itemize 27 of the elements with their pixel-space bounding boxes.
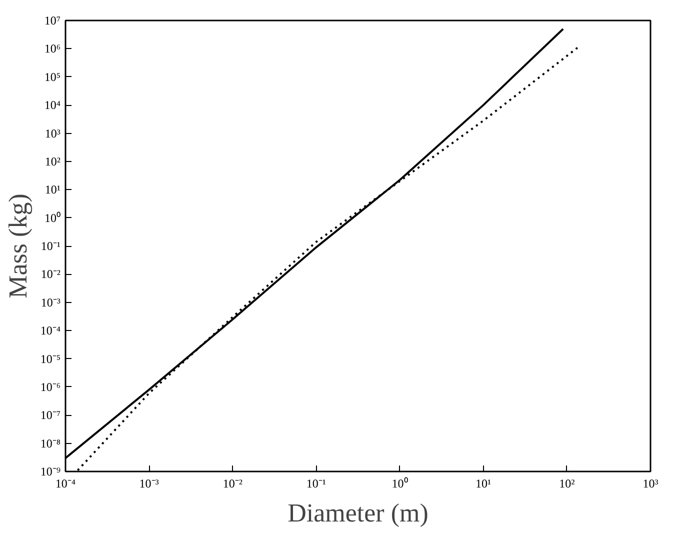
- y-tick-label: 10¹: [44, 182, 61, 197]
- y-tick-label: 10⁷: [44, 14, 61, 28]
- y-tick-label: 10⁰: [44, 210, 60, 225]
- x-axis-title: Diameter (m): [288, 498, 428, 528]
- y-tick-label: 10³: [44, 126, 61, 140]
- y-tick-label: 10⁻⁵: [40, 352, 61, 366]
- y-tick-label: 10⁴: [44, 98, 61, 112]
- y-tick-label: 10⁻⁷: [40, 408, 61, 422]
- x-tick-label: 10⁻¹: [306, 476, 326, 490]
- x-tick-label: 10⁻²: [222, 476, 243, 490]
- y-tick-label: 10⁻¹: [40, 239, 61, 253]
- x-tick-label: 10⁰: [392, 476, 408, 490]
- y-tick-label: 10⁻³: [40, 295, 61, 310]
- y-tick-label: 10⁻⁸: [40, 436, 61, 450]
- x-tick-label: 10³: [642, 476, 659, 490]
- x-tick-label: 10²: [559, 476, 576, 490]
- y-tick-label: 10⁻⁹: [40, 464, 61, 478]
- x-tick-label: 10¹: [476, 476, 492, 490]
- y-tick-label: 10⁵: [44, 70, 61, 84]
- x-tick-label: 10⁻³: [139, 476, 160, 490]
- y-tick-label: 10⁶: [44, 42, 61, 56]
- y-tick-label: 10⁻⁴: [40, 324, 61, 338]
- y-tick-label: 10²: [44, 154, 61, 168]
- y-tick-label: 10⁻⁶: [40, 380, 61, 394]
- x-tick-label: 10⁻⁴: [55, 476, 76, 490]
- y-tick-label: 10⁻²: [40, 267, 61, 282]
- y-axis-title: Mass (kg): [3, 194, 32, 298]
